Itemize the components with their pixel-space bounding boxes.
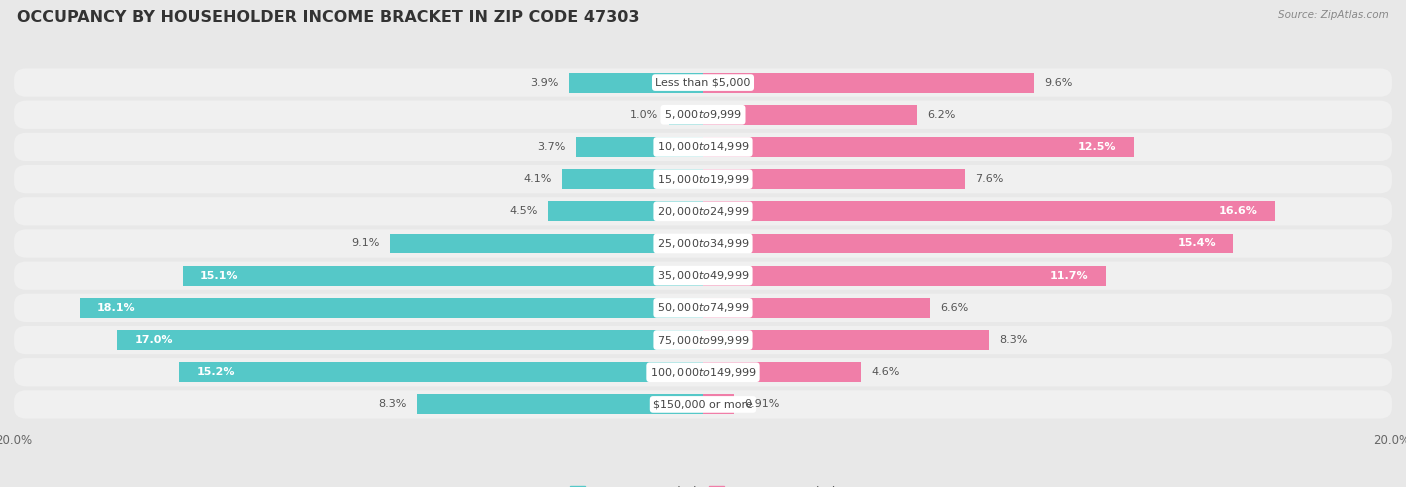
Bar: [575, 137, 703, 157]
Bar: [703, 330, 988, 350]
Text: 3.9%: 3.9%: [530, 77, 558, 88]
Bar: [703, 169, 965, 189]
Text: $20,000 to $24,999: $20,000 to $24,999: [657, 205, 749, 218]
Bar: [180, 362, 703, 382]
Bar: [669, 105, 703, 125]
Text: 4.1%: 4.1%: [523, 174, 551, 184]
Bar: [703, 201, 1275, 221]
Text: 6.6%: 6.6%: [941, 303, 969, 313]
Text: 7.6%: 7.6%: [976, 174, 1004, 184]
Text: 4.5%: 4.5%: [509, 206, 537, 216]
FancyBboxPatch shape: [14, 229, 1392, 258]
Text: Less than $5,000: Less than $5,000: [655, 77, 751, 88]
Text: 18.1%: 18.1%: [97, 303, 135, 313]
Bar: [562, 169, 703, 189]
Bar: [703, 105, 917, 125]
Text: 15.2%: 15.2%: [197, 367, 235, 377]
Legend: Owner-occupied, Renter-occupied: Owner-occupied, Renter-occupied: [565, 481, 841, 487]
FancyBboxPatch shape: [14, 326, 1392, 354]
Bar: [80, 298, 703, 318]
Text: 12.5%: 12.5%: [1078, 142, 1116, 152]
Bar: [703, 73, 1033, 93]
FancyBboxPatch shape: [14, 133, 1392, 161]
Bar: [568, 73, 703, 93]
Text: 17.0%: 17.0%: [135, 335, 173, 345]
Bar: [548, 201, 703, 221]
Text: 16.6%: 16.6%: [1219, 206, 1257, 216]
Text: Source: ZipAtlas.com: Source: ZipAtlas.com: [1278, 10, 1389, 20]
Text: $5,000 to $9,999: $5,000 to $9,999: [664, 108, 742, 121]
Text: 9.1%: 9.1%: [352, 239, 380, 248]
Bar: [418, 394, 703, 414]
Text: $100,000 to $149,999: $100,000 to $149,999: [650, 366, 756, 379]
Bar: [703, 362, 862, 382]
Text: $25,000 to $34,999: $25,000 to $34,999: [657, 237, 749, 250]
FancyBboxPatch shape: [14, 294, 1392, 322]
Text: 11.7%: 11.7%: [1050, 271, 1088, 281]
Text: 9.6%: 9.6%: [1045, 77, 1073, 88]
FancyBboxPatch shape: [14, 165, 1392, 193]
Text: 3.7%: 3.7%: [537, 142, 565, 152]
FancyBboxPatch shape: [14, 101, 1392, 129]
Text: $15,000 to $19,999: $15,000 to $19,999: [657, 172, 749, 186]
Text: $50,000 to $74,999: $50,000 to $74,999: [657, 301, 749, 315]
Bar: [703, 298, 931, 318]
Text: 15.1%: 15.1%: [200, 271, 239, 281]
Bar: [703, 137, 1133, 157]
FancyBboxPatch shape: [14, 262, 1392, 290]
Text: 4.6%: 4.6%: [872, 367, 900, 377]
Text: $75,000 to $99,999: $75,000 to $99,999: [657, 334, 749, 347]
Text: 8.3%: 8.3%: [378, 399, 406, 410]
FancyBboxPatch shape: [14, 68, 1392, 97]
Bar: [117, 330, 703, 350]
Bar: [389, 234, 703, 253]
Text: 0.91%: 0.91%: [745, 399, 780, 410]
Bar: [703, 266, 1107, 286]
Text: OCCUPANCY BY HOUSEHOLDER INCOME BRACKET IN ZIP CODE 47303: OCCUPANCY BY HOUSEHOLDER INCOME BRACKET …: [17, 10, 640, 25]
Text: $35,000 to $49,999: $35,000 to $49,999: [657, 269, 749, 282]
Text: 8.3%: 8.3%: [1000, 335, 1028, 345]
Bar: [703, 234, 1233, 253]
Text: $150,000 or more: $150,000 or more: [654, 399, 752, 410]
Text: $10,000 to $14,999: $10,000 to $14,999: [657, 140, 749, 153]
FancyBboxPatch shape: [14, 358, 1392, 386]
Text: 1.0%: 1.0%: [630, 110, 658, 120]
FancyBboxPatch shape: [14, 390, 1392, 419]
Text: 15.4%: 15.4%: [1178, 239, 1216, 248]
Bar: [703, 394, 734, 414]
Text: 6.2%: 6.2%: [927, 110, 955, 120]
FancyBboxPatch shape: [14, 197, 1392, 225]
Bar: [183, 266, 703, 286]
